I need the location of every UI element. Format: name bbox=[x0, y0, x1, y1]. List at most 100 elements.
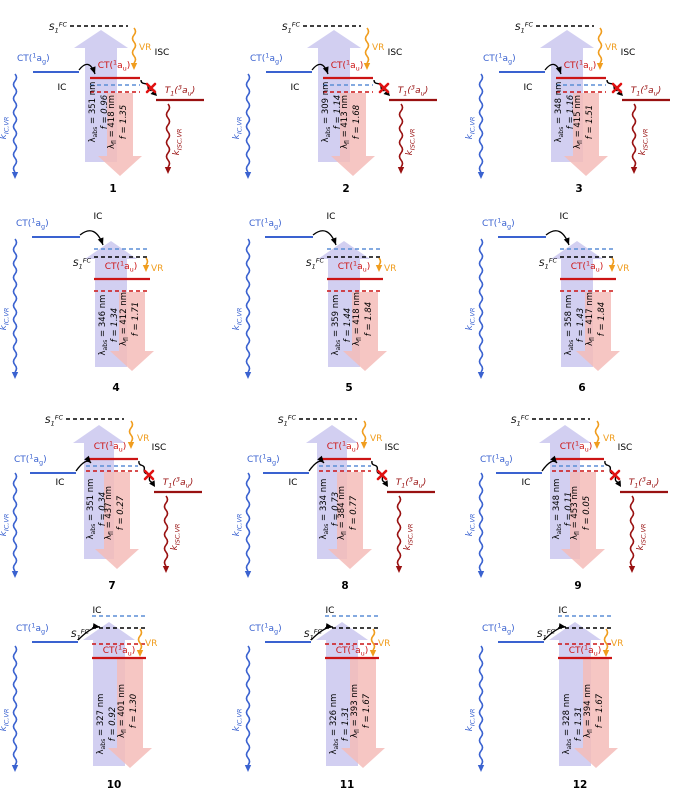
panel-number: 7 bbox=[108, 580, 115, 592]
s1fc-label: S1FC bbox=[71, 628, 90, 642]
vr-wavy bbox=[131, 27, 137, 64]
vr-label: VR bbox=[372, 43, 384, 53]
panel-8: kIC,VR CT(1ag) S1FC CT(1au) VR IC ISC T1(3au) kI… bbox=[232, 414, 435, 592]
ic-arrow-head bbox=[89, 66, 96, 74]
abs-wavelength-label: λabs = 358 nm bbox=[564, 295, 575, 356]
s1fc-label: S1FC bbox=[306, 257, 325, 271]
abs-wavelength-label: λabs = 348 nm bbox=[554, 82, 565, 143]
fl-oscillator-label: f = 1.67 bbox=[595, 693, 605, 728]
panel-2: kIC,VR CT(1ag) S1FC CT(1au) VR IC ISC T1(3au) kI… bbox=[232, 21, 437, 195]
fluorescence-arrow bbox=[576, 292, 620, 371]
k-isc-vr-wavy bbox=[396, 495, 402, 567]
fluorescence-arrow bbox=[561, 472, 605, 569]
panel-4: kIC,VR CT(1ag) S1FC CT(1au) VR IC λabs = 346 n… bbox=[0, 212, 163, 394]
ct-au-label: CT(1au) bbox=[564, 59, 597, 73]
ct-au-label: CT(1au) bbox=[569, 644, 602, 658]
k-ic-vr-wavy-head bbox=[11, 571, 19, 578]
ic-arrow-head bbox=[330, 237, 337, 245]
panel-1: kIC,VR CT(1ag) S1FC CT(1au) VR IC ISC T1(3au) kI… bbox=[0, 21, 204, 195]
k-ic-vr-wavy-head bbox=[477, 765, 485, 772]
ct-ag-label: CT(1ag) bbox=[16, 622, 49, 636]
ic-label: IC bbox=[560, 212, 569, 222]
abs-oscillator-label: f = 1.34 bbox=[110, 308, 120, 342]
fl-oscillator-label: f = 1.84 bbox=[597, 302, 607, 336]
k-ic-vr-wavy-head bbox=[11, 765, 19, 772]
abs-wavelength-label: λabs = 351 nm bbox=[88, 82, 99, 143]
abs-oscillator-label: f = 1.14 bbox=[333, 95, 343, 129]
ic-arrow-head bbox=[92, 623, 100, 630]
t1-label: T1(3au) bbox=[629, 476, 659, 490]
vr-label: VR bbox=[605, 43, 617, 53]
s1fc-label: S1FC bbox=[45, 414, 64, 428]
ic-label: IC bbox=[524, 83, 533, 93]
fl-wavelength-label: λfl = 384 nm bbox=[337, 486, 348, 540]
k-ic-vr-wavy bbox=[12, 73, 18, 173]
vr-wavy-head bbox=[127, 442, 135, 449]
isc-wavy-head bbox=[382, 480, 388, 488]
isc-blocked-x bbox=[145, 82, 157, 94]
vr-wavy bbox=[594, 420, 600, 443]
fl-oscillator-label: f = 0.05 bbox=[582, 496, 592, 530]
ct-ag-label: CT(1ag) bbox=[14, 453, 47, 467]
panel-12: kIC,VR CT(1ag) S1FC CT(1au) VR IC λabs = 328 n… bbox=[465, 606, 623, 791]
vr-wavy bbox=[137, 628, 143, 651]
panel-number: 1 bbox=[109, 183, 116, 195]
ct-au-label: CT(1au) bbox=[105, 260, 138, 274]
vr-wavy-head bbox=[136, 650, 144, 657]
panel-7: kIC,VR CT(1ag) S1FC CT(1au) VR IC ISC T1(3au) kI… bbox=[0, 414, 202, 592]
ic-label: IC bbox=[94, 212, 103, 222]
fl-oscillator-label: f = 1.71 bbox=[131, 302, 141, 336]
k-ic-vr-wavy bbox=[478, 472, 484, 572]
vr-wavy bbox=[603, 628, 609, 651]
ic-label: IC bbox=[289, 478, 298, 488]
k-isc-vr-label: kISC,VR bbox=[172, 129, 183, 156]
fluorescence-arrow bbox=[110, 292, 154, 371]
ic-label: IC bbox=[291, 83, 300, 93]
k-ic-vr-wavy-head bbox=[244, 372, 252, 379]
k-ic-vr-wavy-head bbox=[244, 571, 252, 578]
ct-ag-label: CT(1ag) bbox=[17, 52, 50, 66]
fl-oscillator-label: f = 1.35 bbox=[119, 105, 129, 139]
fl-wavelength-label: λfl = 412 nm bbox=[119, 292, 130, 346]
vr-wavy-head bbox=[142, 265, 150, 272]
abs-oscillator-label: f = 0.11 bbox=[564, 492, 574, 526]
fluorescence-arrow bbox=[98, 93, 142, 176]
fl-wavelength-label: λfl = 453 nm bbox=[570, 486, 581, 540]
vr-wavy-head bbox=[360, 442, 368, 449]
panel-number: 8 bbox=[341, 580, 348, 592]
ic-arrow bbox=[79, 230, 104, 246]
vr-wavy-head bbox=[363, 63, 371, 70]
ic-arrow-head bbox=[550, 455, 557, 463]
k-ic-vr-wavy bbox=[478, 238, 484, 373]
ic-arrow bbox=[312, 230, 337, 246]
k-ic-vr-label: kIC,VR bbox=[0, 709, 10, 732]
k-isc-vr-label: kISC,VR bbox=[636, 524, 647, 551]
vr-wavy-head bbox=[596, 63, 604, 70]
isc-blocked-x bbox=[376, 469, 388, 481]
vr-wavy-head bbox=[608, 265, 616, 272]
k-ic-vr-label: kIC,VR bbox=[232, 514, 243, 537]
ic-label: IC bbox=[93, 606, 102, 616]
abs-oscillator-label: f = 0.92 bbox=[108, 707, 118, 741]
ct-au-label: CT(1au) bbox=[98, 59, 131, 73]
panel-3: kIC,VR CT(1ag) S1FC CT(1au) VR IC ISC T1(3au) kI… bbox=[465, 21, 670, 195]
s1fc-label: S1FC bbox=[539, 257, 558, 271]
s1fc-label: S1FC bbox=[304, 628, 323, 642]
k-isc-vr-wavy bbox=[163, 495, 169, 567]
fluorescence-arrow bbox=[108, 659, 152, 768]
fl-wavelength-label: λfl = 418 nm bbox=[107, 95, 118, 149]
k-ic-vr-wavy bbox=[12, 238, 18, 373]
abs-wavelength-label: λabs = 334 nm bbox=[319, 479, 330, 540]
vr-label: VR bbox=[384, 264, 396, 274]
fl-oscillator-label: f = 1.51 bbox=[585, 105, 595, 139]
vr-wavy bbox=[361, 420, 367, 443]
k-isc-vr-wavy bbox=[631, 103, 637, 168]
k-isc-vr-wavy bbox=[398, 103, 404, 168]
isc-wavy bbox=[140, 79, 157, 96]
ic-arrow-head bbox=[317, 455, 324, 463]
k-ic-vr-label: kIC,VR bbox=[0, 308, 10, 331]
abs-wavelength-label: λabs = 348 nm bbox=[552, 479, 563, 540]
ct-au-label: CT(1au) bbox=[336, 644, 369, 658]
ic-arrow-head bbox=[325, 623, 333, 630]
